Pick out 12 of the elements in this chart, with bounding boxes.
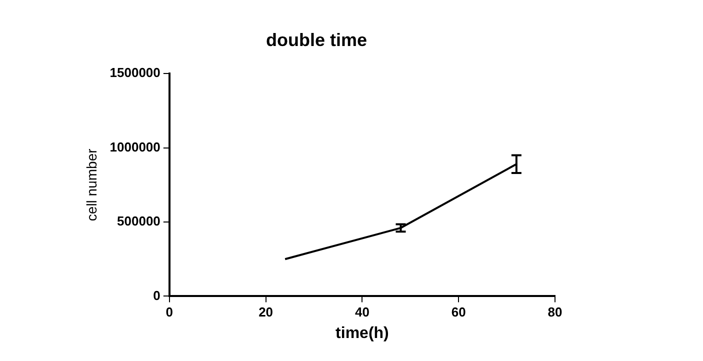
y-tick-label: 0: [153, 288, 160, 303]
x-tick-label: 60: [451, 304, 466, 320]
x-tick-label: 80: [548, 304, 562, 320]
x-tick-label: 40: [354, 304, 370, 320]
y-tick-label: 500000: [117, 214, 160, 229]
y-axis-title: cell number: [83, 148, 100, 222]
chart-title: double time: [266, 30, 368, 50]
x-tick-label: 20: [258, 304, 274, 320]
x-tick-label: 0: [166, 304, 174, 320]
y-tick-label: 1500000: [110, 65, 160, 80]
x-axis-title: time(h): [336, 324, 389, 342]
y-tick-label: 1000000: [110, 139, 160, 154]
